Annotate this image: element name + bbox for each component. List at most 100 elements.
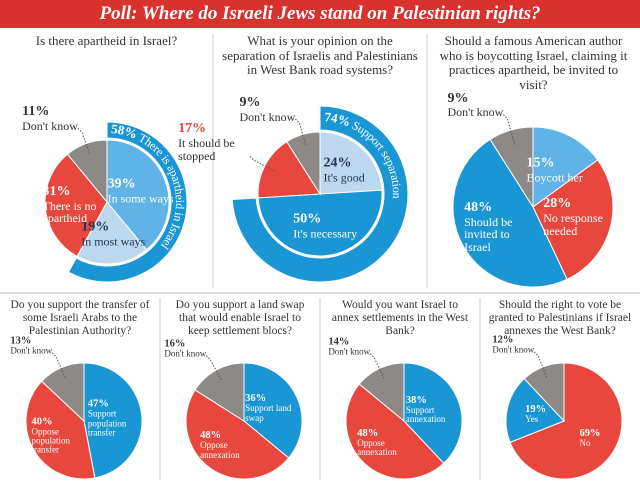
pie-slice: [403, 362, 463, 464]
pie-slice: [106, 139, 170, 251]
slice-label: 48% Should be invited to Israel: [464, 199, 536, 253]
slice-label: 17% It should be stopped: [178, 122, 250, 162]
pie-slice: [185, 389, 290, 480]
slice-value: 19%: [81, 219, 110, 235]
slice-label: 16% Don't know: [164, 338, 206, 358]
slice-value: 36%: [245, 393, 267, 405]
leader-line: [249, 156, 277, 172]
ring-value: 74%: [324, 109, 353, 129]
pie-slice: [319, 131, 383, 195]
slice-value: 31%: [42, 184, 71, 200]
ring-value: 58%: [111, 121, 140, 142]
question: Should the right to vote be granted to P…: [488, 299, 632, 337]
slice-label: 28% No response needed: [543, 197, 610, 237]
slice-label: 38% Support annexation: [406, 395, 464, 425]
slice-name: Support population transfer: [87, 408, 127, 438]
slice-label: 12% Don't know: [492, 335, 534, 355]
slice-value: 48%: [357, 428, 379, 440]
slice-name: Don't know: [492, 344, 535, 355]
slice-value: 38%: [405, 394, 427, 406]
leader-line: [51, 352, 67, 379]
leader-line: [295, 118, 307, 147]
slice-name: Oppose annexation: [200, 440, 240, 460]
slice-name: Don't know: [164, 348, 207, 359]
slice-value: 17%: [178, 121, 207, 137]
slice-value: 69%: [579, 427, 601, 439]
slice-label: 36% Support land swap: [245, 393, 303, 423]
slice-label: 11% Don't know: [22, 104, 78, 133]
pie-slice: [41, 362, 85, 423]
slice-label: 48% Oppose annexation: [357, 428, 415, 458]
slice-label: 9% Don't know: [239, 94, 296, 124]
pie-slice: [532, 126, 599, 208]
slice-name: Don't know: [447, 105, 504, 120]
slice-value: 50%: [293, 211, 322, 227]
pie-slice: [257, 189, 383, 257]
pie-slice: [66, 139, 108, 204]
slice-value: 28%: [543, 196, 572, 212]
slice-label: 48% Oppose annexation: [200, 430, 258, 460]
slice-name: Don't know: [239, 109, 296, 124]
question: Should a famous American author who is b…: [439, 33, 628, 92]
question: Would you want Israel to annex settlemen…: [331, 299, 469, 337]
slice-value: 40%: [31, 415, 53, 427]
slice-name: In most ways: [81, 234, 146, 249]
leader-line: [205, 355, 223, 381]
slice-label: 9% Don't know: [447, 90, 504, 120]
pie-slice: [532, 159, 614, 281]
slice-name: Don't know: [22, 118, 78, 133]
slice-name: Don't know: [328, 346, 371, 357]
slice-name: It should be stopped: [178, 136, 235, 163]
slice-value: 13%: [10, 335, 32, 347]
pie-slice: [523, 362, 565, 423]
slice-name: Don't know: [10, 345, 53, 356]
slice-value: 47%: [87, 398, 109, 410]
pie-slice: [358, 362, 405, 423]
slice-name: Boycott her: [526, 169, 583, 184]
pie-slice: [44, 153, 108, 258]
slice-name: Oppose annexation: [357, 438, 397, 458]
slice-label: 19% In most ways: [81, 219, 146, 249]
slice-value: 11%: [22, 104, 50, 120]
pie-slice: [25, 380, 96, 480]
slice-value: 9%: [447, 90, 469, 106]
slice-name: Yes: [525, 414, 539, 425]
pie-slice: [257, 140, 321, 199]
leader-line: [369, 353, 385, 380]
slice-name: No response needed: [543, 211, 603, 238]
slice-label: 19% Yes: [525, 404, 546, 424]
ring-segment: [231, 105, 409, 283]
page-title: Poll: Where do Israeli Jews stand on Pal…: [0, 0, 640, 28]
question: What is your opinion on the separation o…: [222, 33, 418, 77]
slice-name: Oppose population transfer: [31, 425, 70, 455]
slice-value: 48%: [464, 199, 493, 215]
slice-value: 15%: [526, 155, 555, 171]
slice-value: 48%: [200, 430, 222, 442]
pie-slice: [345, 383, 445, 480]
slice-name: Support annexation: [405, 404, 446, 425]
slice-value: 12%: [492, 334, 514, 346]
slice-label: 40% Oppose population transfer: [31, 416, 89, 455]
pie-slice: [505, 378, 565, 444]
leader-line: [502, 114, 516, 146]
slice-label: 24% It's good: [323, 155, 365, 185]
slice-name: Support land swap: [245, 403, 292, 423]
slice-value: 24%: [323, 155, 352, 171]
slice-label: 50% It's necessary: [293, 211, 357, 240]
slice-value: 9%: [239, 94, 261, 110]
slice-label: 13% Don't know: [10, 335, 52, 355]
pie-slice: [83, 362, 143, 479]
slice-name: No: [579, 437, 591, 448]
pie-slice: [452, 138, 568, 288]
pie-slice: [243, 362, 303, 459]
question: Do you support a land swap that would en…: [175, 299, 305, 337]
slice-label: 39% In some ways: [107, 176, 174, 205]
slice-value: 19%: [525, 404, 547, 416]
slice-name: It's good: [323, 170, 365, 185]
slice-label: 31% There is no apartheid: [42, 184, 114, 225]
slice-value: 39%: [107, 176, 136, 192]
pie-slice: [194, 362, 245, 422]
question: Is there apartheid in Israel?: [35, 33, 178, 48]
